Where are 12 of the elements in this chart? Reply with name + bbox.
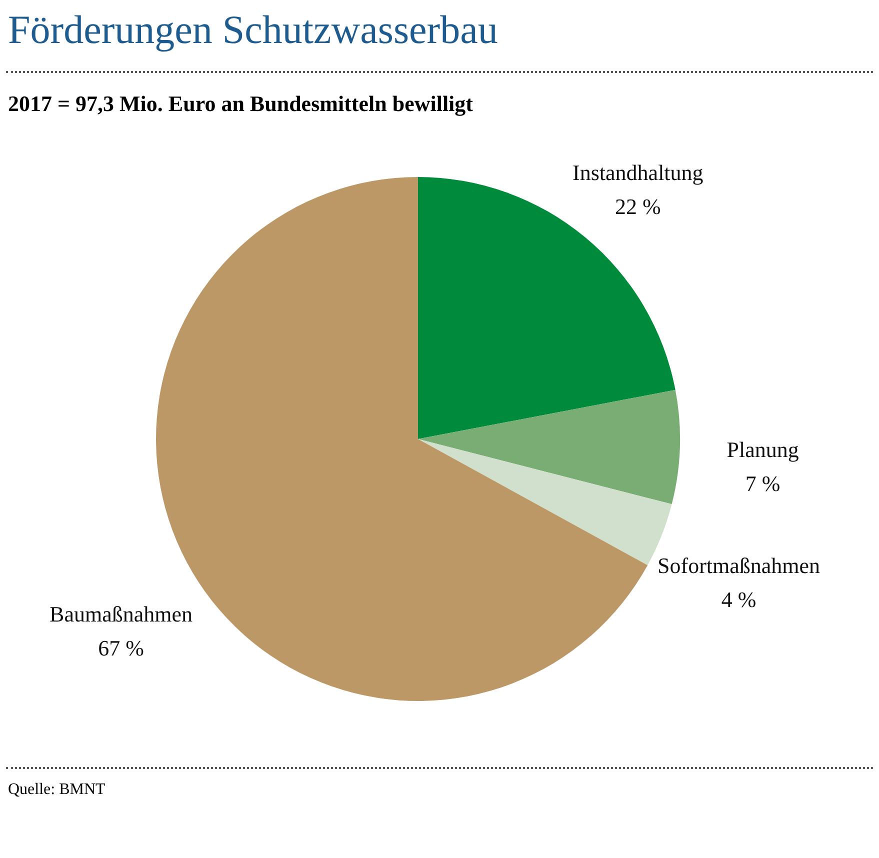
- data-label: 67 %: [98, 636, 144, 661]
- data-label: 4 %: [721, 587, 756, 612]
- chart-subtitle: 2017 = 97,3 Mio. Euro an Bundesmitteln bewilligt: [8, 91, 474, 117]
- slice-label: Planung: [726, 436, 799, 462]
- slice-label: Baumaßnahmen: [50, 602, 193, 627]
- slice-label: Sofortmaßnahmen: [658, 553, 820, 578]
- slice-label: Instandhaltung: [572, 160, 704, 186]
- data-label: 22 %: [614, 194, 661, 220]
- pie-slice: [418, 390, 680, 504]
- source-note: Quelle: BMNT: [8, 781, 106, 799]
- chart-title: Förderungen Schutzwasserbau: [8, 6, 499, 53]
- data-label: 7 %: [745, 470, 780, 496]
